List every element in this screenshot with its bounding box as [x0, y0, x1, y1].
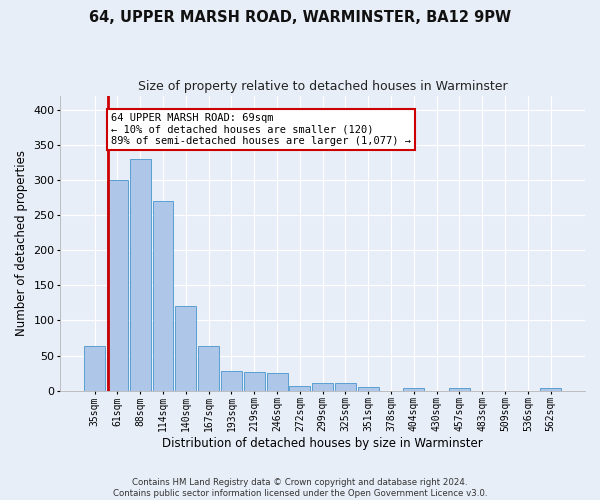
Title: Size of property relative to detached houses in Warminster: Size of property relative to detached ho…	[138, 80, 508, 93]
Bar	[449, 388, 470, 390]
Bar	[221, 371, 242, 390]
X-axis label: Distribution of detached houses by size in Warminster: Distribution of detached houses by size …	[162, 437, 483, 450]
Bar	[403, 388, 424, 390]
Bar	[358, 387, 379, 390]
Text: 64, UPPER MARSH ROAD, WARMINSTER, BA12 9PW: 64, UPPER MARSH ROAD, WARMINSTER, BA12 9…	[89, 10, 511, 25]
Bar	[130, 159, 151, 390]
Bar	[312, 383, 333, 390]
Bar	[152, 201, 173, 390]
Bar	[198, 346, 219, 391]
Bar	[244, 372, 265, 390]
Y-axis label: Number of detached properties: Number of detached properties	[15, 150, 28, 336]
Bar	[175, 306, 196, 390]
Bar	[107, 180, 128, 390]
Bar	[289, 386, 310, 390]
Bar	[335, 383, 356, 390]
Text: 64 UPPER MARSH ROAD: 69sqm
← 10% of detached houses are smaller (120)
89% of sem: 64 UPPER MARSH ROAD: 69sqm ← 10% of deta…	[111, 113, 411, 146]
Text: Contains HM Land Registry data © Crown copyright and database right 2024.
Contai: Contains HM Land Registry data © Crown c…	[113, 478, 487, 498]
Bar	[540, 388, 561, 390]
Bar	[84, 346, 105, 391]
Bar	[266, 373, 287, 390]
